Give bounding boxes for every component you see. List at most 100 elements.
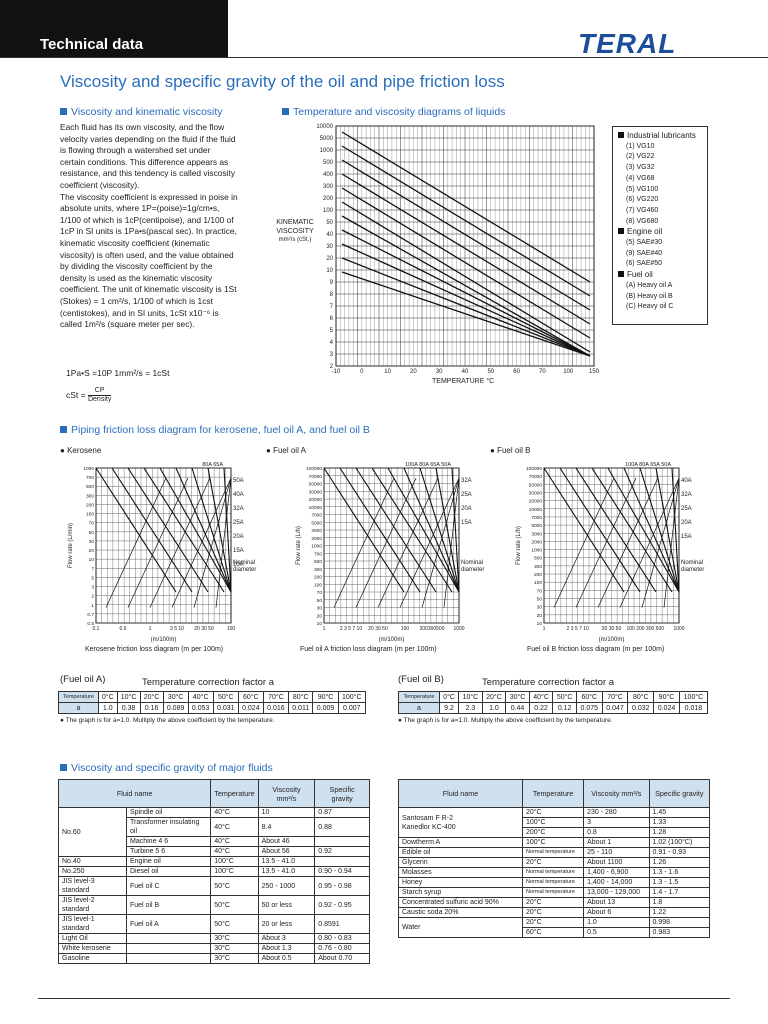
friction-xtick: 100: [227, 626, 236, 632]
friction-xtick: 20 30 50: [368, 626, 388, 632]
friction-line: [575, 467, 657, 593]
friction-line: [655, 467, 680, 593]
friction-ytick: 1000: [531, 548, 542, 554]
friction-xtick: 20 30 50: [602, 626, 622, 632]
fluid-cell: 1.26: [648, 857, 711, 868]
friction-ytick: 20: [537, 613, 543, 619]
tcf-b-table: Temperature 0°C 10°C 20°C 30°C 40°C 50°C 60°C 70…: [398, 691, 709, 714]
fluid-cell: 30°C: [210, 953, 259, 964]
logo-swoosh: [580, 30, 710, 54]
friction-ylabel: Flow rate (L/h): [296, 526, 302, 565]
fluid-cell: Glycerin: [398, 857, 523, 868]
nominal-size-label: 32A: [461, 478, 472, 484]
friction-line: [143, 467, 225, 593]
fluid-cell: 1.0: [583, 917, 650, 928]
friction-ytick: 20: [317, 613, 323, 619]
fluid-cell: 0.87: [314, 807, 370, 818]
tcf-value-cell: 0.016: [262, 702, 289, 714]
friction-ytick: 50000: [309, 482, 323, 488]
fluid-header: Temperature: [210, 779, 259, 808]
fluid-cell: About 13: [583, 897, 650, 908]
fluid-cell: 1.8: [648, 897, 711, 908]
fluid-cell: 0.8: [583, 827, 650, 838]
friction-xtick: 1: [323, 626, 326, 632]
fluid-cell: 0.88: [314, 817, 370, 837]
friction-line: [403, 467, 460, 593]
friction-line: [323, 467, 405, 593]
fluid-cell: 10: [257, 807, 316, 818]
tcf-value-cell: 0.089: [162, 702, 189, 714]
body-text-line: (Stokes) = 1 cm²/s, 1/100 of which is 1c…: [60, 295, 213, 306]
tcf-header-cell: 60°C: [237, 691, 264, 703]
visc-curve: [341, 145, 591, 297]
fluid-cell: 1.3 - 1.6: [648, 867, 711, 878]
friction-ytick: 70000: [309, 474, 323, 480]
friction-ytick: 70: [537, 588, 543, 594]
friction-velocity-line: [421, 477, 460, 608]
friction-ytick: 200: [86, 502, 94, 508]
fluid-cell: 50°C: [210, 914, 259, 934]
tcf-value-cell: 0.16: [139, 702, 164, 714]
visc-ytick: 6: [330, 316, 334, 322]
friction-line: [419, 467, 460, 593]
fuel-b-caption: Fuel oil B friction loss diagram (m per …: [527, 646, 665, 653]
body-text-line: 1/100 of which is 1cP(centipoise), and 1…: [60, 214, 234, 225]
fluid-cell: 30°C: [210, 943, 259, 954]
visc-ytick: 5: [330, 328, 334, 334]
visc-ytick: 8: [330, 292, 334, 298]
nominal-diameter-label: diameter: [681, 567, 704, 573]
visc-ytick: 4: [330, 340, 334, 346]
tcf-value-cell: 0.053: [187, 702, 214, 714]
legend-item: (5) SAE#30: [626, 239, 663, 247]
formula-denominator: Density: [87, 396, 112, 403]
friction-velocity-line: [355, 477, 417, 608]
friction-velocity-line: [443, 477, 460, 608]
fluid-cell: 3: [583, 817, 650, 828]
nominal-diameter-label: Nominal: [233, 560, 255, 566]
fluid-cell: 1,400 - 14,000: [583, 877, 650, 888]
visc-curve: [341, 131, 591, 283]
nominal-size-label: 20A: [461, 506, 472, 512]
visc-ytick: 40: [326, 232, 333, 238]
kerosene-caption: Kerosene friction loss diagram (m per 10…: [85, 646, 224, 653]
fluid-cell: 0.80 - 0.83: [314, 933, 370, 944]
friction-xlabel: (m/100m): [599, 637, 625, 643]
friction-ylabel: Flow rate (L/h): [516, 526, 522, 565]
visc-xtick: 60: [513, 369, 520, 375]
tcf-value-cell: 0.031: [212, 702, 239, 714]
friction-ytick: 50: [537, 597, 543, 603]
friction-ytick: 100: [314, 582, 322, 588]
legend-item: (C) Heavy oil C: [626, 303, 674, 311]
friction-velocity-line: [399, 477, 460, 608]
fluid-cell: 1.45: [648, 807, 711, 818]
visc-ytick: 7: [330, 304, 334, 310]
visc-curve: [341, 187, 591, 339]
fluid-cell: 20°C: [521, 857, 585, 868]
major-fluids-table-right: Fluid name Temperature Viscosity mm²/s Spec…: [398, 779, 711, 938]
friction-ytick: 700: [314, 551, 322, 557]
friction-line: [371, 467, 453, 593]
visc-ytick: 400: [323, 172, 334, 178]
visc-ytick: 30: [326, 244, 333, 250]
friction-ytick: 30000: [529, 490, 543, 496]
body-text-line: by dividing the viscosity coefficient by…: [60, 261, 213, 272]
tcf-a-label: (Fuel oil A): [60, 674, 106, 685]
fluid-cell: 40°C: [210, 817, 259, 837]
friction-ytick: 700: [86, 475, 94, 481]
tcf-header-cell: 70°C: [601, 691, 629, 703]
fluid-cell: Light Oil: [58, 933, 127, 944]
fluid-cell: Normal temperature: [521, 887, 585, 898]
fluid-cell: Normal temperature: [521, 867, 585, 878]
friction-ytick: 20: [89, 548, 95, 554]
header-rule: [0, 57, 768, 58]
visc-curve: [341, 201, 591, 353]
body-text-line: resistance, and this tendency is called …: [60, 168, 236, 179]
temperature-viscosity-chart: 1000050001000500400300200100504030201098…: [316, 124, 599, 375]
nominal-size-label: 15A: [681, 534, 692, 540]
visc-ytick: 2: [330, 364, 334, 370]
tcf-b-title: Temperature correction factor a: [482, 677, 615, 688]
body-text-line: certain conditions. This difference appe…: [60, 156, 229, 167]
fluid-cell: [125, 943, 212, 954]
fluid-cell: 0.998: [648, 917, 711, 928]
tcf-header-cell: 50°C: [212, 691, 239, 703]
